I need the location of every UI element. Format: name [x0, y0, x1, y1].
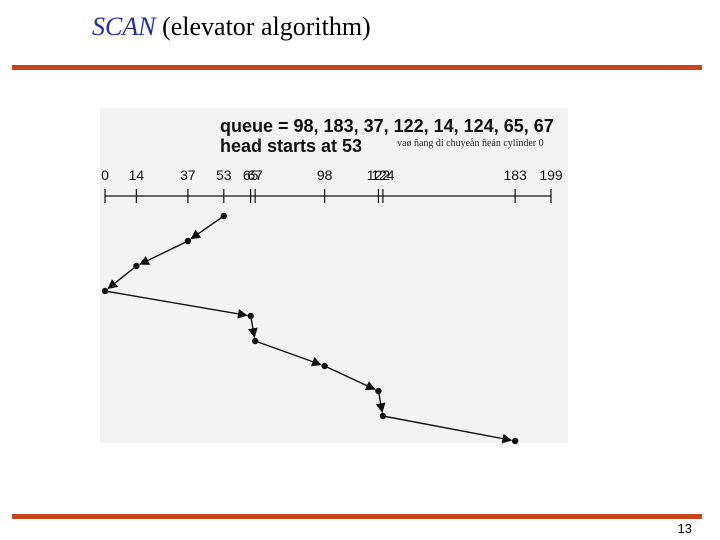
tick-label: 37	[180, 167, 196, 183]
slide-title-em: SCAN	[92, 12, 156, 41]
path-segment	[324, 365, 376, 391]
tick-label: 65	[243, 167, 259, 183]
path-segment	[382, 415, 513, 444]
path-segment	[107, 265, 137, 290]
path-segment	[190, 215, 225, 240]
top-divider	[12, 65, 702, 70]
annotation-note: vaø ñang di chuyeån ñeán cylinder 0	[397, 138, 544, 149]
head-movement-path	[101, 212, 519, 445]
tick-label: 53	[216, 167, 232, 183]
tick-label: 199	[539, 167, 563, 183]
bottom-divider	[12, 514, 702, 519]
queue-text: queue = 98, 183, 37, 122, 14, 124, 65, 6…	[220, 116, 554, 136]
tick-label: 124	[371, 167, 395, 183]
slide-title: SCAN (elevator algorithm)	[92, 12, 371, 42]
path-segment	[254, 340, 322, 367]
path-point	[375, 387, 382, 395]
path-point	[321, 362, 328, 370]
path-point	[101, 287, 109, 295]
head-start-text: head starts at 53	[220, 136, 363, 156]
page-number: 13	[677, 521, 692, 536]
path-point	[220, 212, 227, 220]
path-point	[133, 262, 140, 270]
slide-title-rest: (elevator algorithm)	[155, 12, 371, 41]
tick-label: 0	[101, 167, 109, 183]
tick-label: 183	[503, 167, 527, 183]
tick-label: 67	[247, 167, 263, 183]
tick-label: 98	[317, 167, 333, 183]
path-point	[247, 312, 254, 320]
figure-panel	[100, 108, 568, 443]
path-point	[511, 437, 519, 445]
path-segment	[375, 390, 386, 414]
path-point	[184, 237, 192, 245]
path-point	[251, 337, 259, 345]
tick-label: 14	[129, 167, 145, 183]
path-segment	[248, 315, 258, 339]
path-segment	[104, 290, 248, 319]
path-segment	[139, 240, 189, 265]
tick-label: 122	[367, 167, 391, 183]
path-point	[379, 412, 387, 420]
